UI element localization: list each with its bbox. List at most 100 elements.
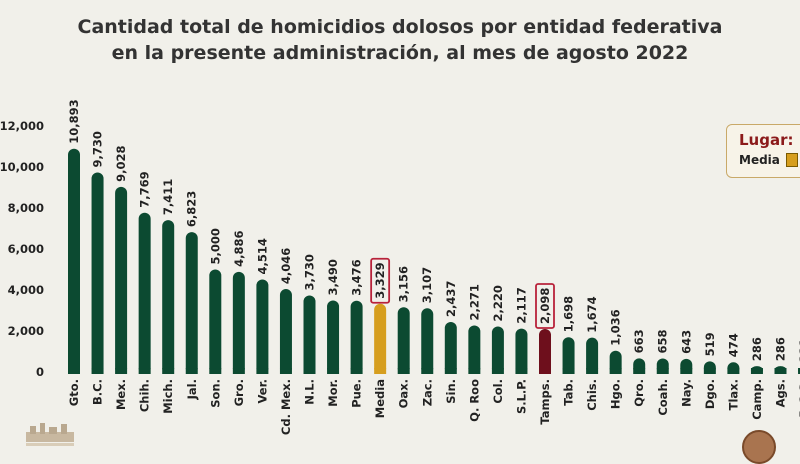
bar bbox=[279, 289, 292, 374]
category-label: Tlax. bbox=[726, 379, 740, 410]
bar bbox=[515, 328, 528, 374]
category-label: Ver. bbox=[255, 379, 269, 403]
bar-base bbox=[303, 368, 316, 374]
bar-base bbox=[656, 368, 669, 374]
bar-base bbox=[397, 368, 410, 374]
bar-base bbox=[750, 368, 763, 374]
bar bbox=[185, 232, 198, 374]
category-label: Nay. bbox=[679, 379, 693, 407]
category-label: Q. Roo bbox=[467, 379, 481, 422]
bar bbox=[115, 186, 128, 374]
bar-base bbox=[185, 368, 198, 374]
bar-base bbox=[562, 368, 575, 374]
value-label: 663 bbox=[632, 329, 646, 353]
y-tick-label: 8,000 bbox=[8, 201, 44, 215]
bar bbox=[374, 303, 387, 374]
category-label: Tamps. bbox=[538, 379, 552, 425]
value-label: 286 bbox=[774, 337, 788, 361]
bar bbox=[232, 271, 245, 374]
value-label: 7,769 bbox=[138, 171, 152, 207]
legend-swatch-media bbox=[785, 153, 798, 167]
value-label: 3,329 bbox=[373, 262, 387, 298]
value-label: 643 bbox=[679, 330, 693, 354]
category-label: Oax. bbox=[397, 379, 411, 408]
bar-base bbox=[421, 368, 434, 374]
y-tick-label: 12,000 bbox=[0, 119, 44, 133]
value-label: 5,000 bbox=[208, 228, 222, 264]
y-tick-label: 0 bbox=[36, 365, 44, 379]
y-tick-label: 6,000 bbox=[8, 242, 44, 256]
bar bbox=[444, 322, 457, 374]
value-label: 3,730 bbox=[303, 254, 317, 290]
bar bbox=[350, 300, 363, 374]
bar-base bbox=[68, 368, 80, 374]
legend-item-media: Media bbox=[739, 153, 800, 167]
bar-base bbox=[232, 368, 245, 374]
bar bbox=[256, 279, 269, 374]
category-label: Ags. bbox=[774, 379, 788, 407]
category-label: Gto. bbox=[67, 379, 81, 406]
bar-base bbox=[680, 368, 693, 374]
category-label: Cd. Mex. bbox=[279, 379, 293, 435]
category-label: Zac. bbox=[420, 379, 434, 406]
category-label: Sin. bbox=[444, 379, 458, 404]
legend-title: Lugar: bbox=[739, 131, 794, 149]
value-label: 3,107 bbox=[420, 267, 434, 303]
chart-title-line-1: Cantidad total de homicidios dolosos por… bbox=[77, 16, 723, 38]
value-label: 6,823 bbox=[185, 191, 199, 227]
bar bbox=[421, 308, 434, 374]
bar bbox=[327, 300, 340, 374]
bar-base bbox=[515, 368, 528, 374]
bar-base bbox=[703, 368, 716, 374]
value-label: 2,437 bbox=[444, 281, 458, 317]
bar bbox=[491, 326, 504, 374]
category-label: B.C. bbox=[91, 379, 105, 405]
bar bbox=[586, 337, 599, 374]
y-tick-label: 4,000 bbox=[8, 283, 44, 297]
value-label: 2,098 bbox=[538, 288, 552, 324]
government-logo-icon bbox=[26, 423, 74, 446]
category-label: Chih. bbox=[138, 379, 152, 412]
chart-title: Cantidad total de homicidios dolosos por… bbox=[0, 14, 800, 66]
category-label: Dgo. bbox=[703, 379, 717, 409]
bar-base bbox=[539, 368, 551, 374]
category-label: Camp. bbox=[750, 379, 764, 420]
category-label: Mex. bbox=[114, 379, 128, 410]
highlight-box bbox=[370, 257, 391, 304]
bar bbox=[91, 172, 104, 374]
value-label: 10,893 bbox=[67, 99, 81, 143]
bar bbox=[397, 307, 410, 374]
bar-chart: 0 2,000 4,000 6,000 8,000 10,000 12,000 10,893 G… bbox=[0, 99, 800, 435]
category-label: B.C.S. bbox=[797, 379, 800, 418]
value-label: 1,674 bbox=[585, 296, 599, 332]
bar-base bbox=[798, 368, 800, 374]
value-label: 9,730 bbox=[91, 131, 105, 167]
value-label: 1,698 bbox=[562, 296, 576, 332]
category-label: Jal. bbox=[185, 379, 199, 400]
category-label: Qro. bbox=[632, 379, 646, 407]
category-label: Col. bbox=[491, 379, 505, 404]
value-label: 286 bbox=[750, 337, 764, 361]
bar bbox=[468, 325, 481, 374]
category-label: S.L.P. bbox=[514, 379, 528, 414]
bar bbox=[162, 220, 175, 374]
legend: Lugar: Media bbox=[726, 124, 800, 178]
value-label: 4,886 bbox=[232, 230, 246, 266]
value-label: 2,271 bbox=[467, 284, 481, 320]
value-label: 221 bbox=[797, 338, 800, 362]
value-label: 658 bbox=[656, 329, 670, 353]
y-tick-label: 2,000 bbox=[8, 324, 44, 338]
bar bbox=[562, 337, 575, 374]
bar-base bbox=[327, 368, 340, 374]
value-label: 519 bbox=[703, 332, 717, 356]
category-label: Tab. bbox=[562, 379, 576, 406]
y-tick-label: 10,000 bbox=[0, 160, 44, 174]
value-label: 2,220 bbox=[491, 285, 505, 321]
presenter-avatar bbox=[742, 430, 776, 464]
bar-base bbox=[162, 368, 175, 374]
category-label: Gro. bbox=[232, 379, 246, 406]
bar-base bbox=[256, 368, 269, 374]
bar-base bbox=[633, 368, 646, 374]
bar-base bbox=[209, 368, 222, 374]
category-label: Coah. bbox=[656, 379, 670, 416]
